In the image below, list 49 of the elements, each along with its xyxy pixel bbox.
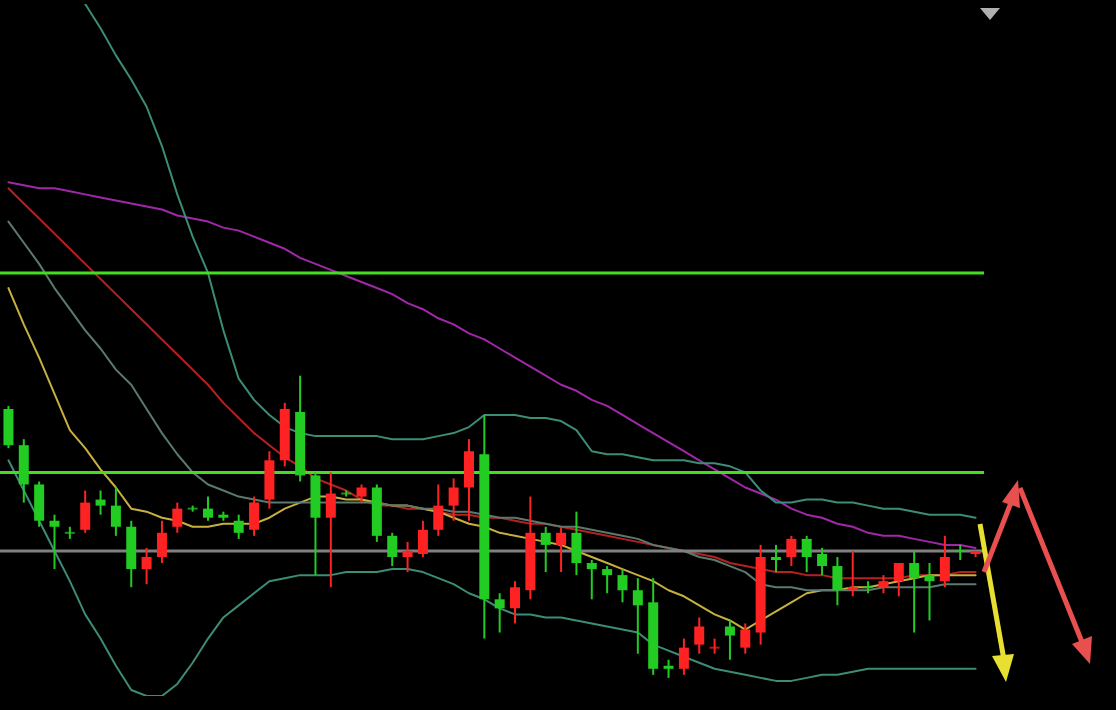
candlestick: [571, 510, 582, 577]
candlestick: [203, 495, 214, 522]
candlestick: [110, 486, 121, 537]
candlestick: [494, 592, 505, 634]
candlestick: [724, 619, 735, 661]
candlestick: [832, 556, 843, 607]
candlestick: [387, 531, 398, 568]
candlestick: [233, 513, 244, 540]
candlestick: [632, 577, 643, 655]
candlestick: [602, 565, 613, 595]
candlestick: [817, 546, 828, 577]
candlestick: [310, 471, 321, 577]
candlestick: [417, 519, 428, 558]
candlestick: [939, 534, 950, 589]
candlestick: [3, 404, 14, 450]
candlestick: [49, 513, 60, 571]
candlestick: [356, 483, 367, 504]
candlestick: [847, 549, 858, 598]
candlestick: [878, 574, 889, 595]
candlestick: [540, 525, 551, 574]
candlestick: [617, 568, 628, 604]
candlestick: [264, 450, 275, 510]
candlestick: [18, 438, 29, 504]
candlestick: [34, 480, 45, 528]
candlestick: [663, 658, 674, 679]
candlestick: [678, 637, 689, 676]
candlestick: [80, 489, 91, 534]
candlestick: [172, 501, 183, 534]
candlestick: [156, 519, 167, 565]
candlestick: [141, 546, 152, 586]
candlestick: [325, 471, 336, 589]
candlestick: [463, 438, 474, 522]
candlestick: [770, 543, 781, 574]
candlestick: [448, 477, 459, 522]
candlestick: [924, 562, 935, 622]
candlestick: [556, 525, 567, 574]
candlestick: [433, 483, 444, 537]
candlestick: [249, 495, 260, 537]
candlestick: [402, 540, 413, 574]
candlestick: [909, 549, 920, 634]
candlestick: [801, 534, 812, 574]
candlestick: [740, 622, 751, 655]
candlestick: [893, 562, 904, 598]
candlestick: [95, 489, 106, 516]
candlestick: [786, 534, 797, 568]
candlestick: [510, 580, 521, 625]
candlestick: [694, 616, 705, 655]
candlestick: [126, 519, 137, 589]
candlestick: [586, 559, 597, 601]
